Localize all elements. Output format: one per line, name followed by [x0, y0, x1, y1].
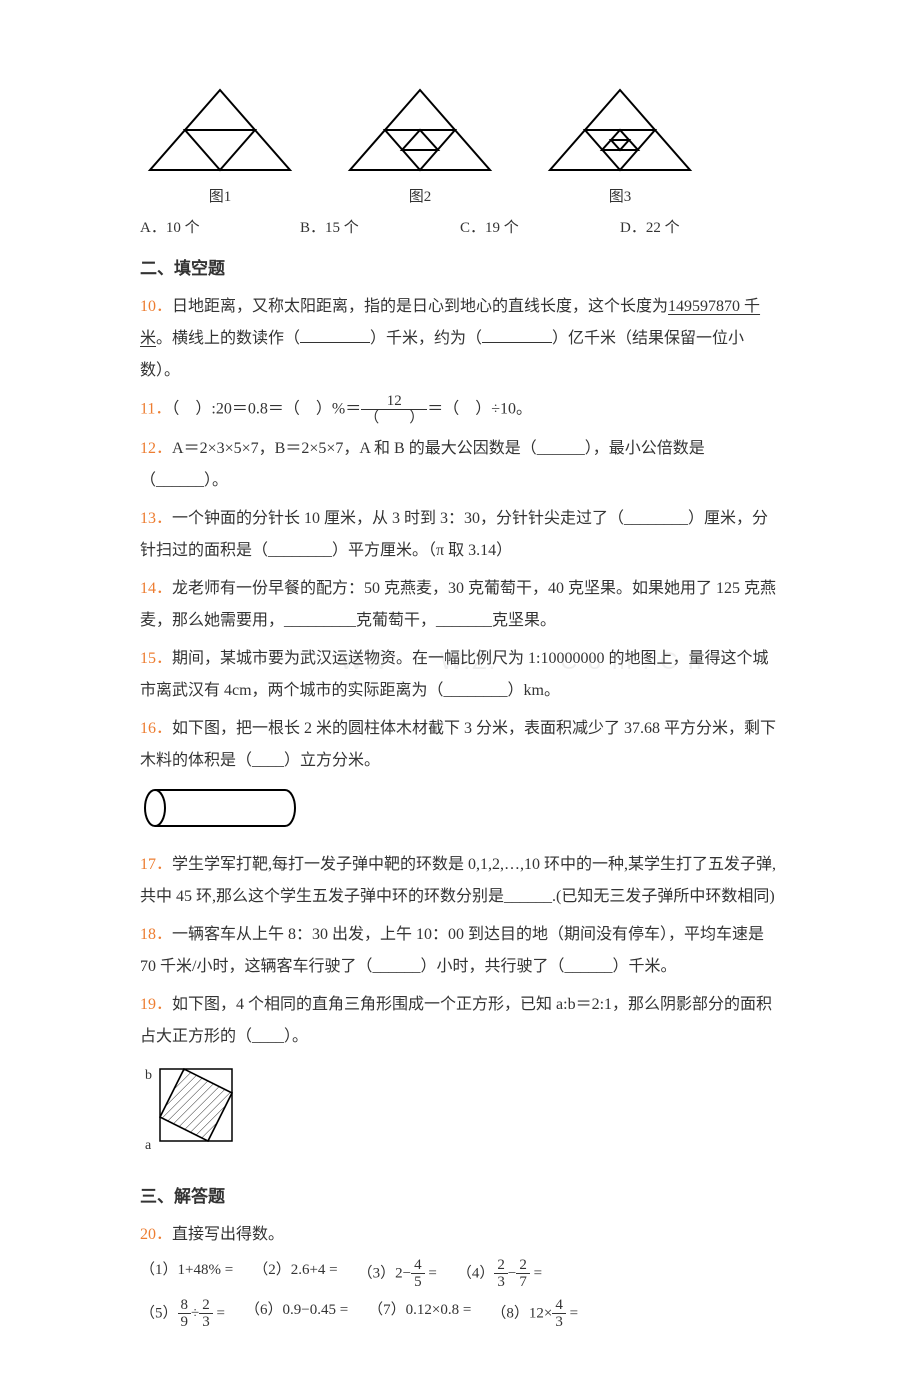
q15-text: 期间，某城市要为武汉运送物资。在一幅比例尺为 1:10000000 的地图上，量… — [140, 650, 768, 699]
label-b: b — [145, 1068, 152, 1083]
choice-b: B．15 个 — [300, 215, 460, 242]
q17-num: 17． — [140, 856, 172, 873]
square-triangles-figure: b a — [140, 1059, 780, 1170]
q16: 16．如下图，把一根长 2 米的圆柱体木材截下 3 分米，表面积减少了 37.6… — [140, 713, 780, 777]
q12-text: A＝2×3×5×7，B＝2×5×7，A 和 B 的最大公因数是（______），… — [140, 440, 705, 489]
q12: 12．A＝2×3×5×7，B＝2×5×7，A 和 B 的最大公因数是（_____… — [140, 433, 780, 497]
q11-frac-num: 12 — [361, 393, 427, 411]
figure-1: 图1 — [140, 80, 300, 211]
q10-num: 10． — [140, 298, 172, 315]
q17: 17．学生学军打靶,每打一发子弹中靶的环数是 0,1,2,…,10 环中的一种,… — [140, 849, 780, 913]
q13-num: 13． — [140, 510, 172, 527]
triangle-2-svg — [340, 80, 500, 180]
eq-1: （1）1+48% = — [140, 1257, 233, 1291]
q14-text: 龙老师有一份早餐的配方：50 克燕麦，30 克葡萄干，40 克坚果。如果她用了 … — [140, 580, 776, 629]
label-a: a — [145, 1138, 152, 1153]
q13-text: 一个钟面的分针长 10 厘米，从 3 时到 3：30，分针针尖走过了（_____… — [140, 510, 768, 559]
q16-text: 如下图，把一根长 2 米的圆柱体木材截下 3 分米，表面积减少了 37.68 平… — [140, 720, 776, 769]
q16-num: 16． — [140, 720, 172, 737]
section-3-header: 三、解答题 — [140, 1182, 780, 1213]
q10-text-d: ）千米，约为（ — [370, 330, 482, 347]
q15: 15．期间，某城市要为武汉运送物资。在一幅比例尺为 1:10000000 的地图… — [140, 643, 780, 707]
q15-num: 15． — [140, 650, 172, 667]
q11-frac: 12（ ） — [361, 393, 427, 427]
q10-text-a: 日地距离，又称太阳距离，指的是日心到地心的直线长度，这个长度为 — [172, 298, 668, 315]
q10-underlined: 149597870 千 — [668, 298, 760, 315]
square-triangles-svg: b a — [140, 1059, 240, 1159]
q18-text: 一辆客车从上午 8：30 出发，上午 10：00 到达目的地（期间没有停车），平… — [140, 926, 764, 975]
q10-text-b: 米 — [140, 330, 156, 347]
q11: 11．（ ）:20＝0.8＝（ ）%＝12（ ）＝（ ）÷10。 — [140, 393, 780, 427]
figure-1-label: 图1 — [209, 184, 232, 211]
eq-row-1: （1）1+48% = （2）2.6+4 = （3）2−45 = （4）23−27… — [140, 1257, 780, 1291]
q9-choices: A．10 个 B．15 个 C．19 个 D．22 个 — [140, 215, 780, 242]
cylinder-svg — [140, 783, 300, 833]
q18: 18．一辆客车从上午 8：30 出发，上午 10：00 到达目的地（期间没有停车… — [140, 919, 780, 983]
q11-num: 11． — [140, 400, 171, 417]
triangle-3-svg — [540, 80, 700, 180]
eq-4: （4）23−27 = — [457, 1257, 542, 1291]
q10-text-c: 。横线上的数读作（ — [156, 330, 300, 347]
q14: 14．龙老师有一份早餐的配方：50 克燕麦，30 克葡萄干，40 克坚果。如果她… — [140, 573, 780, 637]
q11-frac-den: （ ） — [361, 410, 427, 427]
q14-num: 14． — [140, 580, 172, 597]
figure-3: 图3 — [540, 80, 700, 211]
q20-text: 直接写出得数。 — [172, 1226, 284, 1243]
figure-2-label: 图2 — [409, 184, 432, 211]
q10: 10．日地距离，又称太阳距离，指的是日心到地心的直线长度，这个长度为149597… — [140, 291, 780, 387]
choice-c: C．19 个 — [460, 215, 620, 242]
q20: 20．直接写出得数。 — [140, 1219, 780, 1251]
q13: 13．一个钟面的分针长 10 厘米，从 3 时到 3：30，分针针尖走过了（__… — [140, 503, 780, 567]
choice-d: D．22 个 — [620, 215, 780, 242]
q10-blank-2 — [482, 327, 552, 343]
figure-2: 图2 — [340, 80, 500, 211]
figure-3-label: 图3 — [609, 184, 632, 211]
section-2-header: 二、填空题 — [140, 254, 780, 285]
q11-text-b: ＝（ ）÷10。 — [427, 400, 532, 417]
q20-num: 20． — [140, 1226, 172, 1243]
q11-text-a: （ ）:20＝0.8＝（ ）%＝ — [171, 400, 361, 417]
eq-3: （3）2−45 = — [358, 1257, 437, 1291]
q19: 19．如下图，4 个相同的直角三角形围成一个正方形，已知 a:b＝2:1，那么阴… — [140, 989, 780, 1053]
cylinder-figure — [140, 783, 780, 844]
eq-2: （2）2.6+4 = — [253, 1257, 337, 1291]
q18-num: 18． — [140, 926, 172, 943]
q19-text: 如下图，4 个相同的直角三角形围成一个正方形，已知 a:b＝2:1，那么阴影部分… — [140, 996, 772, 1045]
q10-blank-1 — [300, 327, 370, 343]
q17-text: 学生学军打靶,每打一发子弹中靶的环数是 0,1,2,…,10 环中的一种,某学生… — [140, 856, 776, 905]
triangle-1-svg — [140, 80, 300, 180]
triangle-figures: 图1 图2 图3 — [140, 80, 780, 211]
q12-num: 12． — [140, 440, 172, 457]
choice-a: A．10 个 — [140, 215, 300, 242]
q19-num: 19． — [140, 996, 172, 1013]
